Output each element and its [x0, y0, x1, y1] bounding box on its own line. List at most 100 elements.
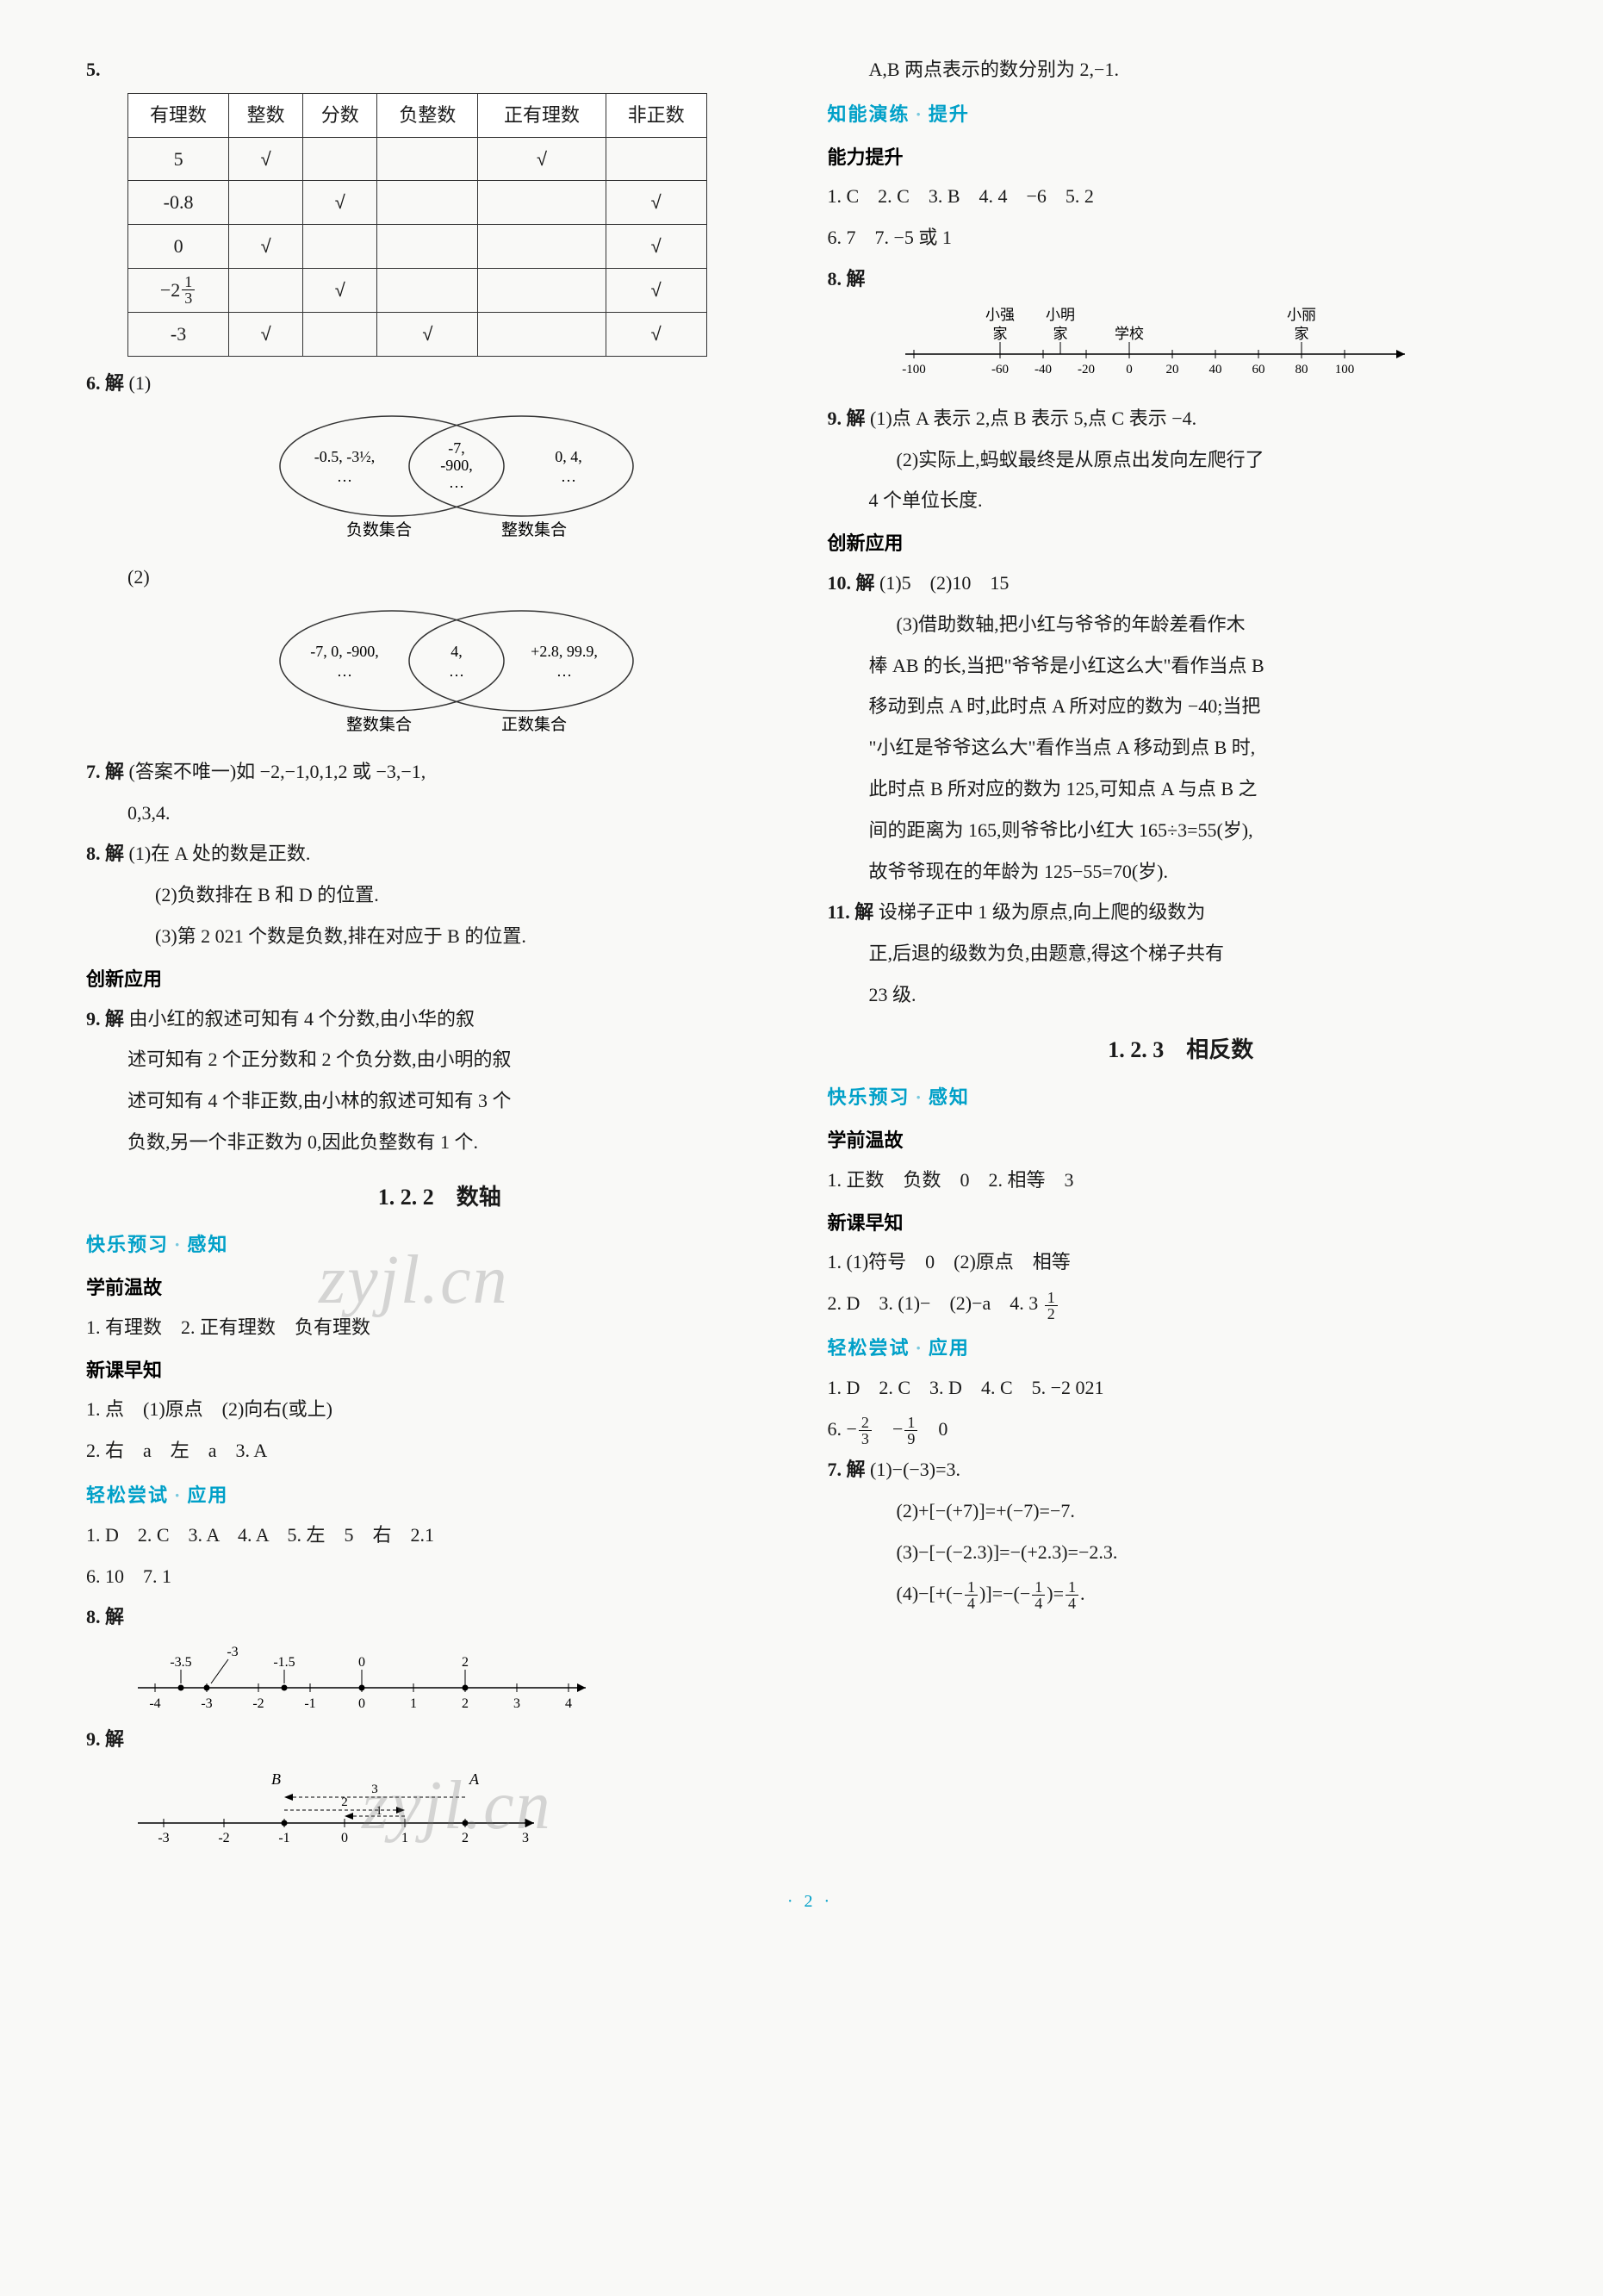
rq7-label: 解 — [847, 1459, 866, 1480]
right-xkzz-l1: 1. (1)符号 0 (2)原点 相等 — [828, 1244, 1535, 1280]
svg-text:…: … — [556, 663, 572, 680]
svg-text:小强: 小强 — [985, 307, 1015, 323]
svg-text:-2: -2 — [218, 1831, 229, 1845]
r4c4: √ — [606, 312, 706, 356]
svg-text:1: 1 — [401, 1831, 408, 1845]
r4c2: √ — [377, 312, 478, 356]
left-xkzz: 新课早知 — [86, 1353, 793, 1389]
q9-t3: 述可知有 4 个非正数,由小林的叙述可知有 3 个 — [86, 1083, 793, 1119]
rq9-l1: (1)点 A 表示 2,点 B 表示 5,点 C 表示 −4. — [870, 408, 1196, 429]
svg-text:-900,: -900, — [441, 457, 474, 474]
right-nlts: 能力提升 — [828, 140, 1535, 176]
svg-text:-3: -3 — [201, 1696, 212, 1711]
r1c0 — [229, 181, 303, 225]
q6-label: 解 — [105, 372, 124, 394]
right-klyx: 快乐预习·感知 — [828, 1080, 1535, 1116]
th-2: 分数 — [303, 93, 377, 137]
sec-122-title: 1. 2. 2 数轴 — [86, 1176, 793, 1218]
rq10-label: 解 — [856, 572, 875, 594]
svg-text:2: 2 — [462, 1655, 469, 1670]
q8-l3: (3)第 2 021 个数是负数,排在对应于 B 的位置. — [86, 918, 793, 955]
r0c3: √ — [478, 137, 606, 181]
svg-text:+2.8, 99.9,: +2.8, 99.9, — [531, 643, 598, 660]
r0c1 — [303, 137, 377, 181]
venn1: -0.5, -3½, … -7, -900, … 0, 4, … 负数集合 整数… — [121, 406, 793, 556]
numline-q9: -3 -2 -1 0 1 2 3 B A 3 2 1 — [121, 1763, 551, 1857]
rq9-l3: 4 个单位长度. — [828, 482, 1535, 519]
svg-text:3: 3 — [513, 1696, 520, 1711]
svg-text:0: 0 — [341, 1831, 348, 1845]
venn2: -7, 0, -900, … 4, … +2.8, 99.9, … 整数集合 正… — [121, 600, 793, 750]
th-0: 有理数 — [128, 93, 229, 137]
q7-label: 解 — [105, 761, 124, 782]
rq7-l2: (2)+[−(+7)]=+(−7)=−7. — [828, 1493, 1535, 1529]
rq11-l2: 正,后退的级数为负,由题意,得这个梯子共有 — [828, 936, 1535, 972]
left-qscs-l2: 6. 10 7. 1 — [86, 1559, 793, 1595]
svg-text:家: 家 — [1294, 326, 1308, 342]
rq11-number: 11. — [828, 901, 850, 923]
rq8-label: 解 — [847, 268, 866, 289]
right-top1: A,B 两点表示的数分别为 2,−1. — [828, 52, 1535, 88]
rq10-l6: 此时点 B 所对应的数为 125,可知点 A 与点 B 之 — [828, 771, 1535, 807]
r2-label: 0 — [128, 225, 229, 269]
q7-text: (答案不唯一)如 −2,−1,0,1,2 或 −3,−1, — [129, 761, 426, 782]
r4c3 — [478, 312, 606, 356]
svg-text:20: 20 — [1165, 363, 1178, 376]
svg-text:A: A — [469, 1770, 480, 1788]
svg-text:2: 2 — [341, 1795, 348, 1809]
q7-number: 7. — [86, 761, 101, 782]
rq9-label: 解 — [847, 408, 866, 429]
r3c0 — [229, 268, 303, 312]
q8b-number: 8. — [86, 1606, 101, 1627]
q5-number: 5. — [86, 59, 101, 80]
q6-part2: (2) — [127, 566, 150, 588]
rq9-number: 9. — [828, 408, 842, 429]
r2c0: √ — [229, 225, 303, 269]
svg-text:-1.5: -1.5 — [273, 1655, 295, 1670]
th-1: 整数 — [229, 93, 303, 137]
svg-text:…: … — [337, 468, 352, 485]
venn1-left-cap: 负数集合 — [346, 520, 412, 539]
venn1-right-cap: 整数集合 — [501, 520, 567, 539]
sec-123-title: 1. 2. 3 相反数 — [828, 1029, 1535, 1071]
svg-text:小丽: 小丽 — [1287, 307, 1316, 323]
right-xkzz-l2: 2. D 3. (1)− (2)−a 4. 3 12 — [828, 1285, 1535, 1322]
svg-text:…: … — [449, 663, 464, 680]
svg-text:1: 1 — [376, 1804, 382, 1818]
right-qscs-l2: 6. −23 −19 0 — [828, 1411, 1535, 1447]
right-qscs-l1: 1. D 2. C 3. D 4. C 5. −2 021 — [828, 1370, 1535, 1406]
svg-text:4: 4 — [565, 1696, 572, 1711]
q9b-number: 9. — [86, 1728, 101, 1750]
rq7-l4: (4)−[+(−14)]=−(−14)=14. — [828, 1576, 1535, 1612]
rq11-label: 解 — [854, 901, 873, 923]
q8-label: 解 — [105, 843, 124, 864]
q8b-label: 解 — [105, 1606, 124, 1627]
left-qscs: 轻松尝试·应用 — [86, 1478, 793, 1514]
r3c4: √ — [606, 268, 706, 312]
r0-label: 5 — [128, 137, 229, 181]
r0c2 — [377, 137, 478, 181]
svg-text:…: … — [449, 474, 464, 491]
svg-text:2: 2 — [462, 1831, 469, 1845]
rq10-l5: "小红是爷爷这么大"看作当点 A 移动到点 B 时, — [828, 730, 1535, 766]
q9-t1: 由小红的叙述可知有 4 个分数,由小华的叙 — [129, 1008, 475, 1030]
rq7-l1: (1)−(−3)=3. — [870, 1459, 960, 1480]
rq10-l3: 棒 AB 的长,当把"爷爷是小红这么大"看作当点 B — [828, 648, 1535, 684]
svg-text:1: 1 — [410, 1696, 417, 1711]
rq7-number: 7. — [828, 1459, 842, 1480]
r3c2 — [377, 268, 478, 312]
svg-text:…: … — [561, 468, 576, 485]
left-xqwg-a: 1. 有理数 2. 正有理数 负有理数 — [86, 1310, 793, 1346]
svg-text:-4: -4 — [149, 1696, 160, 1711]
svg-text:B: B — [271, 1770, 281, 1788]
right-nlts-l1: 1. C 2. C 3. B 4. 4 −6 5. 2 — [828, 178, 1535, 215]
svg-text:学校: 学校 — [1115, 326, 1144, 342]
svg-text:-7, 0, -900,: -7, 0, -900, — [311, 643, 380, 660]
r0c4 — [606, 137, 706, 181]
r4c0: √ — [229, 312, 303, 356]
svg-text:4,: 4, — [451, 643, 463, 660]
q6-number: 6. — [86, 372, 101, 394]
rq9-l2: (2)实际上,蚂蚁最终是从原点出发向左爬行了 — [828, 442, 1535, 478]
right-nlts-l2: 6. 7 7. −5 或 1 — [828, 220, 1535, 256]
svg-text:0, 4,: 0, 4, — [556, 448, 583, 465]
